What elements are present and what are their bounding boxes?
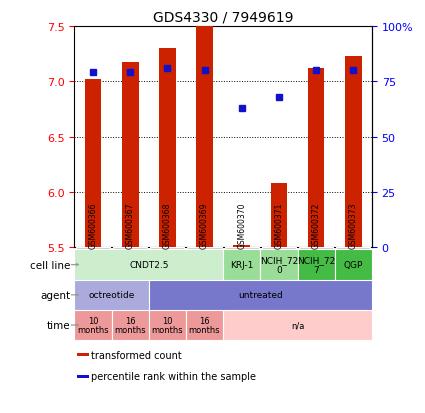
Bar bbox=[196, 27, 213, 248]
Bar bbox=[77, 354, 89, 356]
FancyBboxPatch shape bbox=[187, 248, 222, 250]
Title: GDS4330 / 7949619: GDS4330 / 7949619 bbox=[153, 10, 293, 24]
FancyBboxPatch shape bbox=[224, 248, 259, 250]
FancyBboxPatch shape bbox=[150, 248, 184, 250]
FancyBboxPatch shape bbox=[223, 250, 260, 280]
Text: QGP: QGP bbox=[343, 261, 363, 269]
Text: CNDT2.5: CNDT2.5 bbox=[129, 261, 168, 269]
Text: n/a: n/a bbox=[291, 321, 304, 330]
Text: time: time bbox=[46, 320, 70, 330]
Text: KRJ-1: KRJ-1 bbox=[230, 261, 253, 269]
Text: NCIH_72
0: NCIH_72 0 bbox=[260, 256, 298, 274]
Text: GSM600371: GSM600371 bbox=[275, 202, 283, 249]
Bar bbox=[345, 57, 362, 248]
FancyBboxPatch shape bbox=[223, 310, 372, 340]
Text: transformed count: transformed count bbox=[91, 350, 181, 360]
Bar bbox=[85, 80, 101, 248]
Text: GSM600367: GSM600367 bbox=[126, 202, 135, 249]
Text: GSM600368: GSM600368 bbox=[163, 202, 172, 249]
Text: 10
months: 10 months bbox=[152, 316, 183, 335]
FancyBboxPatch shape bbox=[111, 310, 149, 340]
Text: GSM600370: GSM600370 bbox=[237, 202, 246, 249]
FancyBboxPatch shape bbox=[260, 250, 298, 280]
FancyBboxPatch shape bbox=[336, 248, 370, 250]
Text: 16
months: 16 months bbox=[114, 316, 146, 335]
Bar bbox=[271, 184, 287, 248]
FancyBboxPatch shape bbox=[335, 250, 372, 280]
Bar bbox=[159, 49, 176, 248]
FancyBboxPatch shape bbox=[149, 280, 372, 310]
FancyBboxPatch shape bbox=[298, 250, 335, 280]
FancyBboxPatch shape bbox=[76, 248, 110, 250]
Bar bbox=[233, 246, 250, 248]
Text: 10
months: 10 months bbox=[77, 316, 109, 335]
FancyBboxPatch shape bbox=[74, 280, 149, 310]
FancyBboxPatch shape bbox=[149, 310, 186, 340]
FancyBboxPatch shape bbox=[186, 310, 223, 340]
Bar bbox=[77, 375, 89, 377]
FancyBboxPatch shape bbox=[113, 248, 147, 250]
Text: cell line: cell line bbox=[30, 260, 70, 270]
Text: NCIH_72
7: NCIH_72 7 bbox=[297, 256, 335, 274]
Text: untreated: untreated bbox=[238, 291, 283, 299]
Text: 16
months: 16 months bbox=[189, 316, 220, 335]
Text: GSM600369: GSM600369 bbox=[200, 202, 209, 249]
FancyBboxPatch shape bbox=[299, 248, 333, 250]
Bar bbox=[122, 63, 139, 248]
FancyBboxPatch shape bbox=[262, 248, 296, 250]
Text: agent: agent bbox=[40, 290, 70, 300]
Text: GSM600372: GSM600372 bbox=[312, 202, 320, 249]
Text: GSM600373: GSM600373 bbox=[349, 202, 358, 249]
Text: octreotide: octreotide bbox=[88, 291, 135, 299]
FancyBboxPatch shape bbox=[74, 250, 223, 280]
Text: GSM600366: GSM600366 bbox=[88, 202, 97, 249]
FancyBboxPatch shape bbox=[74, 310, 111, 340]
Bar bbox=[308, 69, 324, 248]
Text: percentile rank within the sample: percentile rank within the sample bbox=[91, 371, 256, 381]
